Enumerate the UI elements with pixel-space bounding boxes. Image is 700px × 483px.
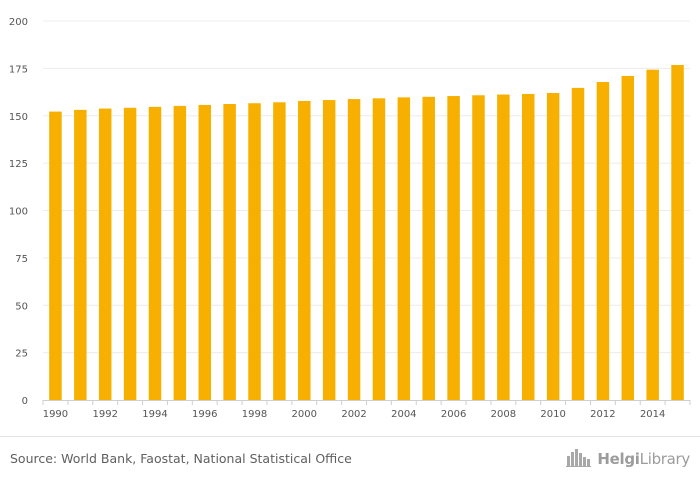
x-tick-label: 2012	[590, 409, 615, 420]
bar	[98, 108, 112, 400]
bar	[646, 69, 659, 400]
y-tick-label: 75	[15, 254, 28, 265]
logo-text: HelgiLibrary	[597, 450, 690, 468]
x-tick-label: 1996	[192, 409, 217, 420]
logo-text-bold: Helgi	[597, 450, 640, 468]
x-tick-label: 1992	[92, 409, 117, 420]
x-tick-label: 1990	[43, 409, 68, 420]
y-tick-label: 0	[22, 396, 28, 407]
y-tick-label: 25	[15, 349, 28, 360]
x-tick-label: 2004	[391, 409, 416, 420]
x-tick-label: 2010	[540, 409, 565, 420]
bar	[472, 95, 485, 400]
x-tick-label: 2000	[292, 409, 317, 420]
x-tick-label: 2008	[491, 409, 516, 420]
bar	[546, 93, 560, 400]
bar	[522, 93, 535, 401]
bar	[49, 111, 62, 401]
skyline-icon	[566, 447, 592, 471]
bar	[596, 82, 610, 401]
helgi-library-logo[interactable]: HelgiLibrary	[566, 447, 690, 471]
bar	[422, 96, 435, 401]
bar	[148, 106, 162, 400]
bar	[447, 96, 460, 401]
y-tick-label: 175	[9, 64, 28, 75]
x-tick-label: 1998	[242, 409, 267, 420]
bar	[372, 98, 386, 400]
y-tick-label: 150	[9, 112, 28, 123]
x-tick-label: 2002	[341, 409, 366, 420]
bar	[397, 97, 411, 400]
y-tick-label: 50	[15, 301, 28, 312]
bar	[347, 99, 361, 400]
source-note: Source: World Bank, Faostat, National St…	[10, 451, 352, 466]
x-tick-label: 2014	[640, 409, 665, 420]
bar	[74, 109, 87, 401]
bar	[571, 87, 585, 401]
bar	[198, 104, 211, 401]
bar	[248, 103, 261, 401]
bar	[298, 100, 311, 401]
bar	[173, 105, 187, 401]
bar	[671, 64, 684, 401]
bar	[123, 107, 137, 400]
y-tick-label: 125	[9, 159, 28, 170]
bar	[322, 100, 336, 401]
logo-text-rest: Library	[639, 450, 691, 468]
y-tick-label: 200	[9, 17, 28, 28]
bar	[497, 94, 510, 400]
footer-divider	[0, 436, 700, 437]
x-tick-label: 2006	[441, 409, 466, 420]
y-tick-label: 100	[9, 207, 28, 218]
x-tick-label: 1994	[142, 409, 167, 420]
bar	[621, 75, 635, 400]
bar	[223, 104, 236, 400]
bar-chart: 0 25 50 75 100 125 150 175 200 1990 1992 1994 1996 19…	[9, 17, 691, 420]
bar	[273, 102, 286, 400]
